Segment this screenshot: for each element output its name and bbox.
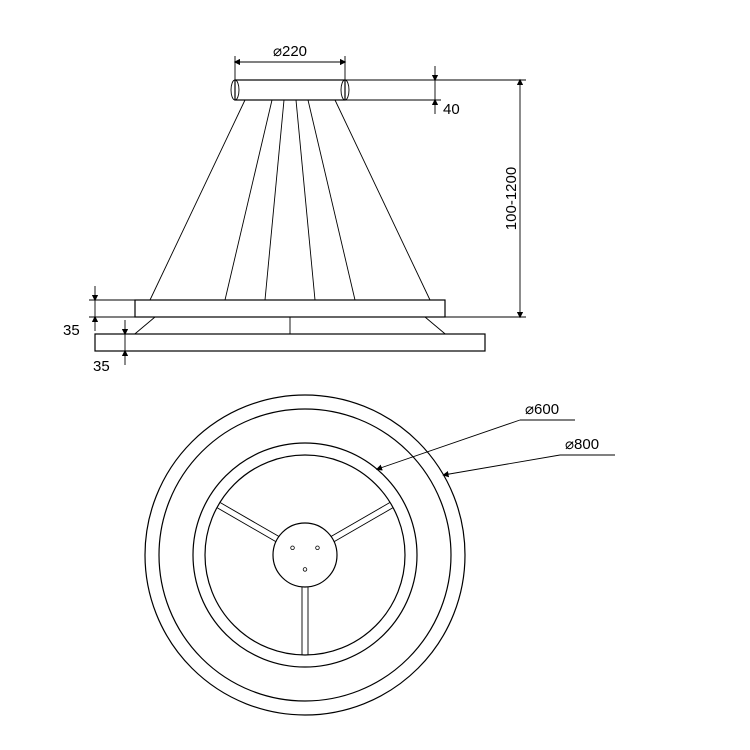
dim-inner-diameter: ⌀600: [525, 401, 559, 418]
dim-ring2-thickness: 35: [93, 358, 110, 375]
dim-drop-range: 100-1200: [503, 167, 520, 230]
drawing-svg: ⌀220 40 100-1200 35 35 ⌀600 ⌀800: [0, 0, 750, 750]
technical-drawing: ⌀220 40 100-1200 35 35 ⌀600 ⌀800: [0, 0, 750, 750]
dim-canopy-height: 40: [443, 101, 460, 118]
dim-outer-diameter: ⌀800: [565, 436, 599, 453]
dim-ring1-thickness: 35: [63, 322, 80, 339]
dim-canopy-diameter: ⌀220: [273, 43, 307, 60]
